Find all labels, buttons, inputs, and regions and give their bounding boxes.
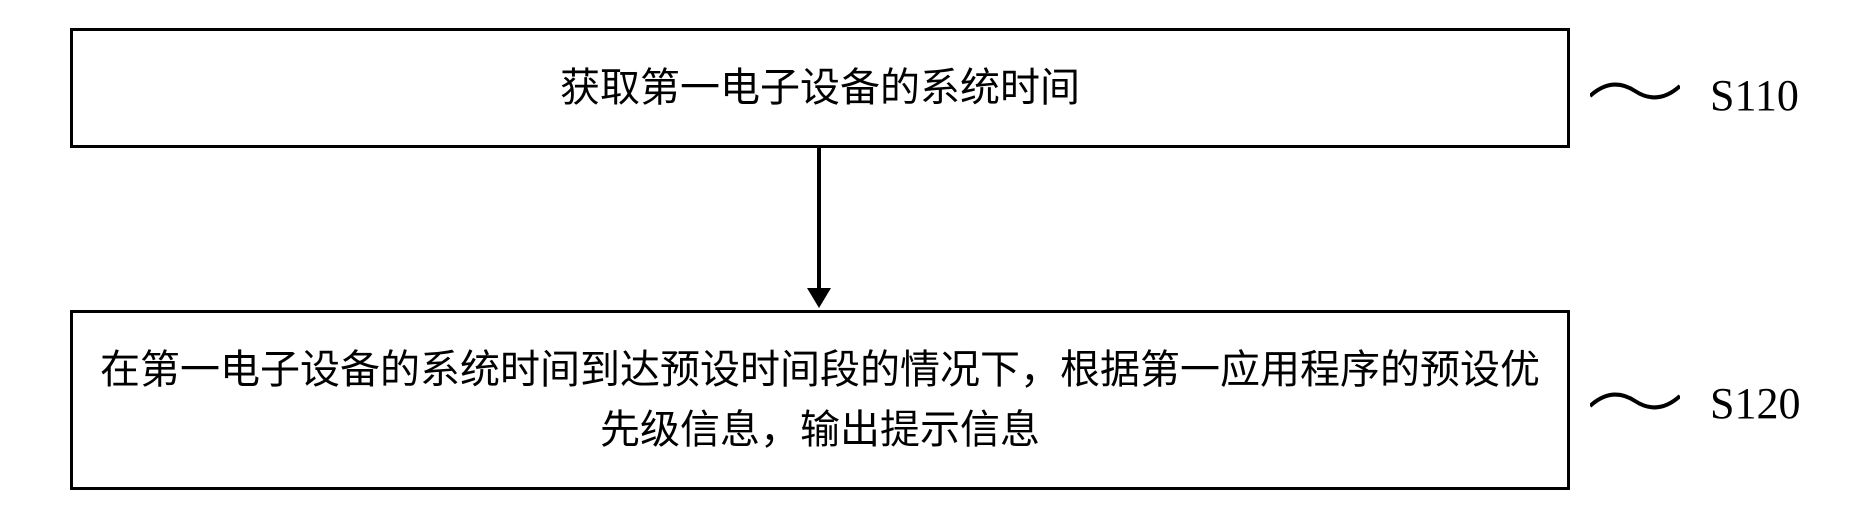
flow-node-2-text: 在第一电子设备的系统时间到达预设时间段的情况下，根据第一应用程序的预设优先级信息… (93, 340, 1547, 460)
step-label-2: S120 (1710, 378, 1800, 429)
flowchart-container: 获取第一电子设备的系统时间 S110 在第一电子设备的系统时间到达预设时间段的情… (0, 0, 1858, 532)
step-label-1: S110 (1710, 70, 1799, 121)
flow-node-1: 获取第一电子设备的系统时间 (70, 28, 1570, 148)
arrow-head-icon (807, 288, 831, 308)
flow-node-1-text: 获取第一电子设备的系统时间 (560, 58, 1080, 118)
connector-tilde-2 (1590, 390, 1680, 412)
connector-tilde-1 (1590, 80, 1680, 102)
arrow-line (817, 148, 821, 290)
flow-node-2: 在第一电子设备的系统时间到达预设时间段的情况下，根据第一应用程序的预设优先级信息… (70, 310, 1570, 490)
